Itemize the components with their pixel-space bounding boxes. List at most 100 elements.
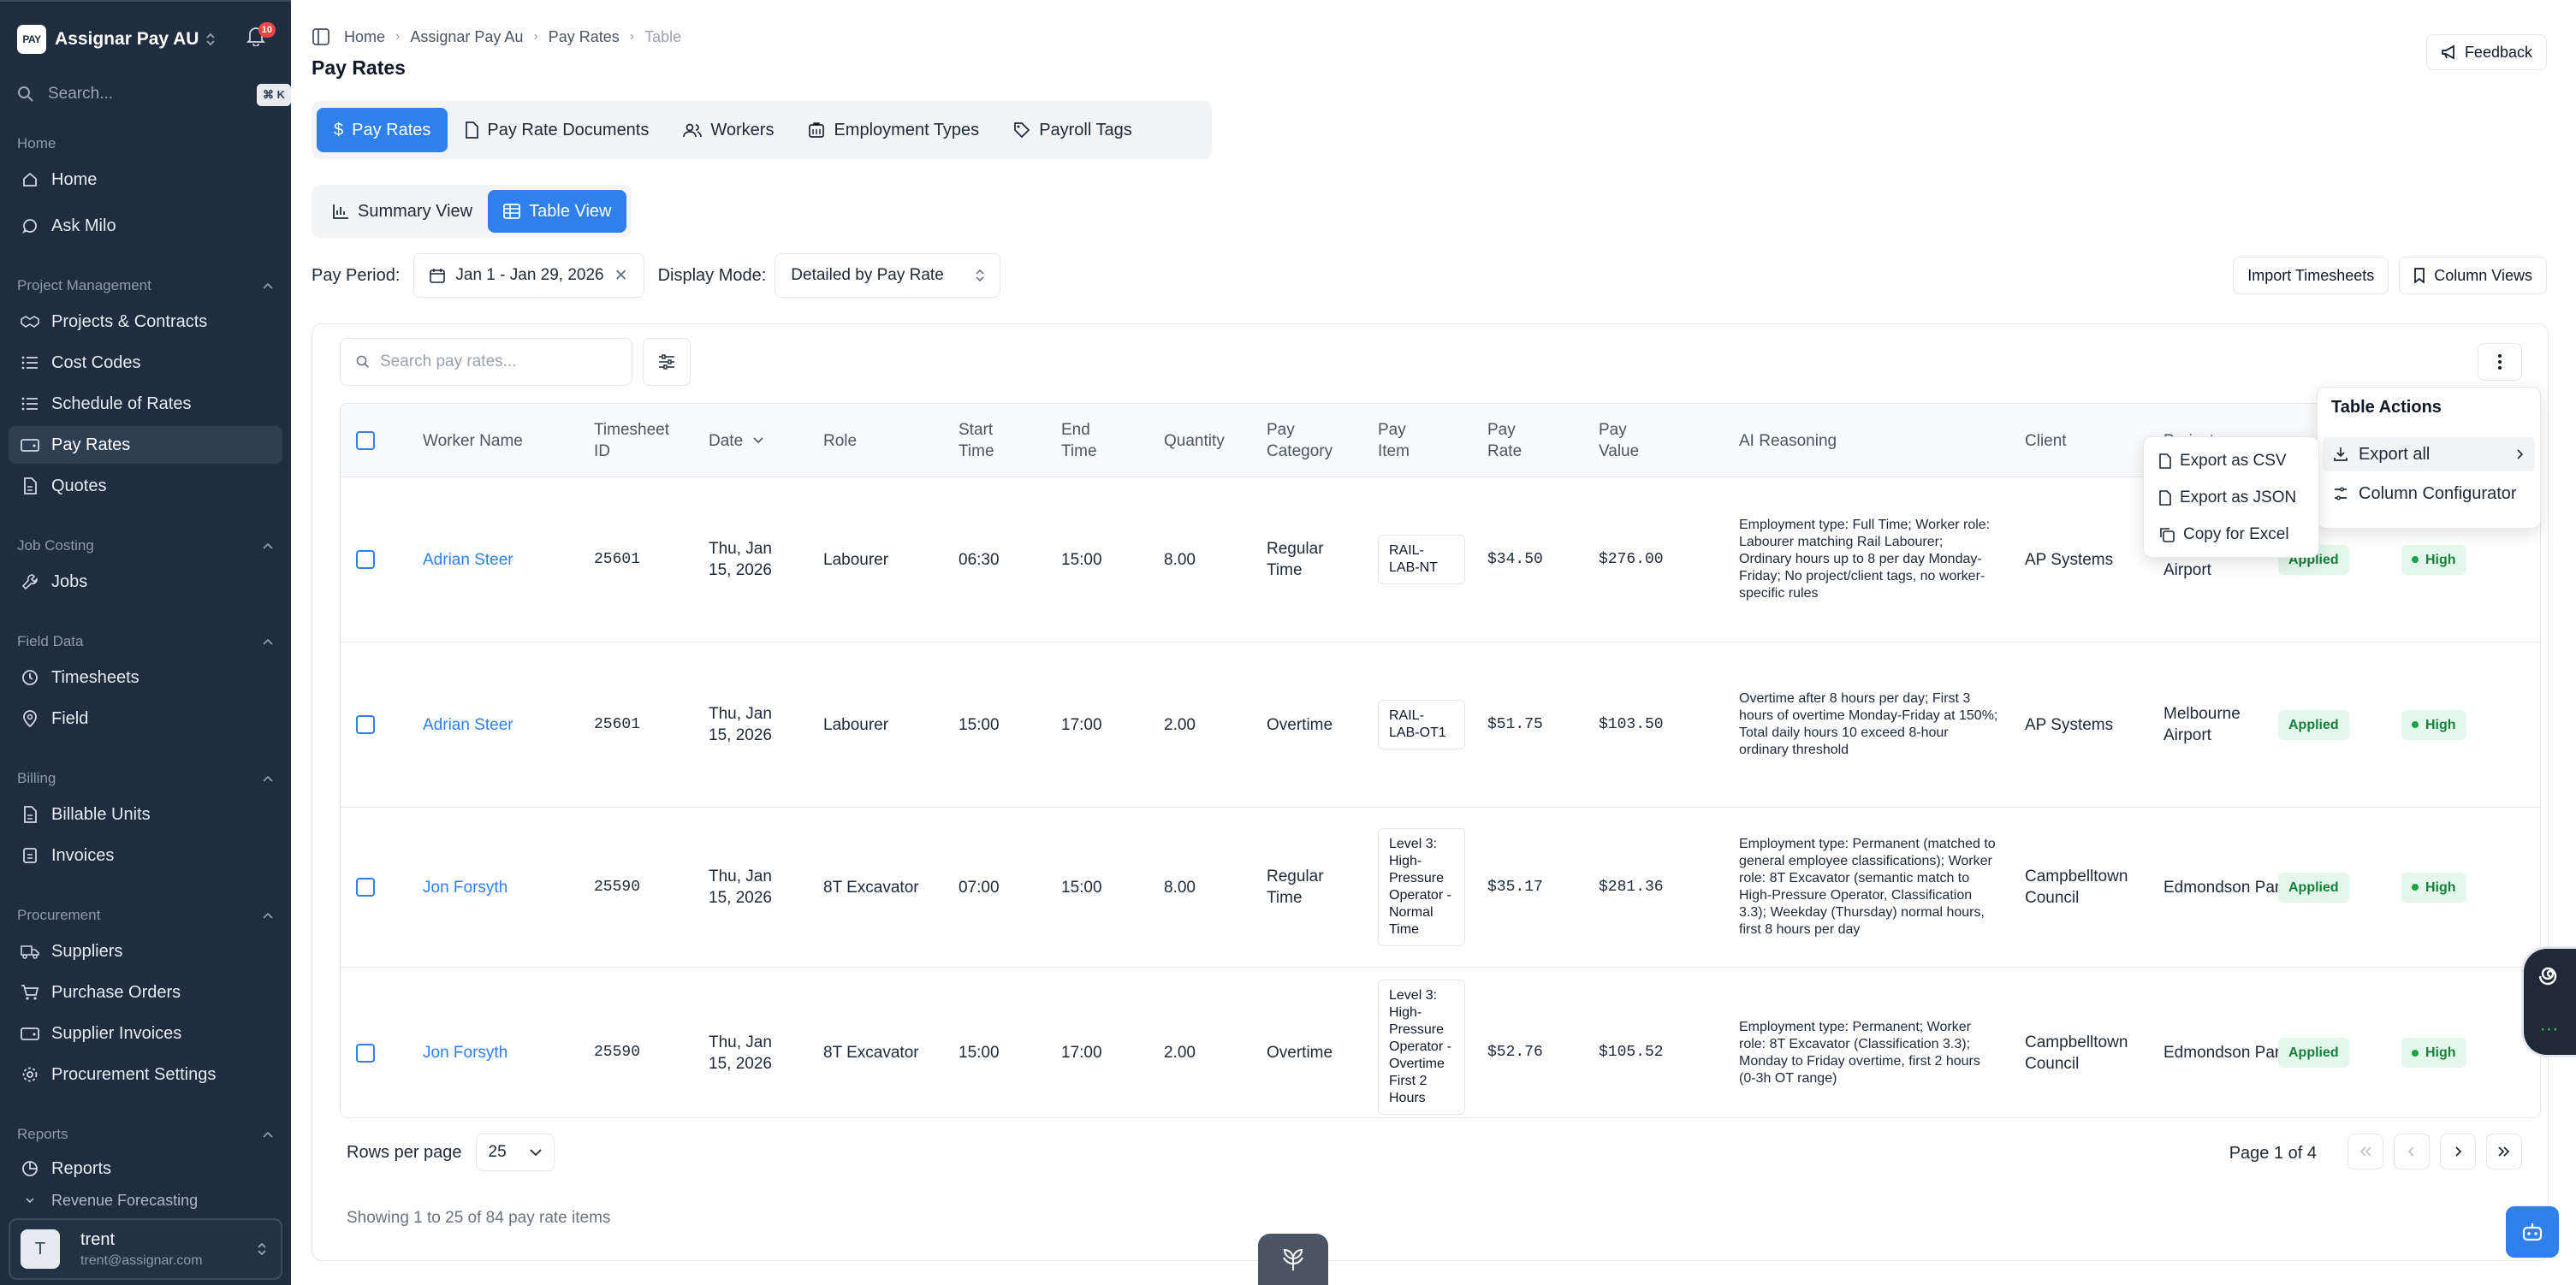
pay-period-picker[interactable]: Jan 1 - Jan 29, 2026 ✕	[413, 253, 644, 298]
sidebar-item-supplier-invoices[interactable]: Supplier Invoices	[9, 1015, 282, 1052]
display-mode-label: Display Mode:	[657, 265, 767, 285]
rows-per-page-select[interactable]: 25	[475, 1134, 555, 1171]
assistant-widget[interactable]: ⋯	[2521, 946, 2576, 1057]
breadcrumb-pay-rates[interactable]: Pay Rates	[548, 27, 620, 45]
worker-name-link[interactable]: Adrian Steer	[423, 550, 513, 569]
sidebar-toggle-icon[interactable]	[312, 27, 330, 46]
role: Labourer	[823, 550, 889, 569]
table-search-input[interactable]: Search pay rates...	[340, 338, 632, 386]
chevron-updown-icon	[205, 33, 216, 46]
col-end-time[interactable]: End Time	[1061, 421, 1097, 460]
col-start-time[interactable]: Start Time	[959, 421, 994, 460]
col-client[interactable]: Client	[2025, 431, 2067, 450]
col-worker-name[interactable]: Worker Name	[423, 431, 523, 450]
section-project-management[interactable]: Project Management	[17, 277, 274, 294]
sidebar-item-field[interactable]: Field	[9, 700, 282, 737]
sidebar-item-pay-rates[interactable]: Pay Rates	[9, 426, 282, 464]
clear-icon[interactable]: ✕	[614, 266, 628, 285]
tab-payroll-tags[interactable]: Payroll Tags	[996, 108, 1149, 152]
chevron-up-icon	[262, 911, 274, 920]
col-ai-reasoning[interactable]: AI Reasoning	[1739, 431, 1837, 450]
sidebar-item-schedule-of-rates[interactable]: Schedule of Rates	[9, 385, 282, 423]
pay-item: RAIL-LAB-OT1	[1378, 642, 1465, 807]
sidebar-item-cost-codes[interactable]: Cost Codes	[9, 344, 282, 382]
sidebar-item-ask-milo[interactable]: Ask Milo	[9, 207, 282, 245]
worker-name-link[interactable]: Adrian Steer	[423, 715, 513, 734]
prev-page-button[interactable]	[2394, 1134, 2430, 1170]
pay-category: Overtime	[1267, 1044, 1333, 1062]
worker-name-link[interactable]: Jon Forsyth	[423, 878, 508, 897]
table-row[interactable]: Jon Forsyth 25590 Thu, Jan 15, 2026 8T E…	[341, 808, 2540, 968]
last-page-button[interactable]	[2486, 1134, 2522, 1170]
table-row[interactable]: Adrian Steer 25601 Thu, Jan 15, 2026 Lab…	[341, 642, 2540, 808]
user-menu[interactable]: T trent trent@assignar.com	[9, 1218, 282, 1280]
gear-icon	[21, 1065, 39, 1084]
worker-name-link[interactable]: Jon Forsyth	[423, 1044, 508, 1062]
copy-excel-menu-item[interactable]: Copy for Excel	[2149, 518, 2313, 552]
pay-rates-table-card: Search pay rates... Worker Name Timeshee…	[312, 323, 2549, 1261]
column-views-button[interactable]: Column Views	[2399, 257, 2547, 294]
select-all-checkbox[interactable]	[356, 404, 375, 477]
sidebar-item-home[interactable]: Home	[9, 161, 282, 198]
sidebar-item-reports[interactable]: Reports	[9, 1150, 282, 1187]
col-timesheet-id[interactable]: Timesheet ID	[594, 421, 669, 460]
workspace-switcher[interactable]: PAY Assignar Pay AU 10	[17, 22, 276, 55]
ai-reasoning: Employment type: Permanent; Worker role:…	[1739, 1019, 1980, 1086]
sidebar-item-jobs[interactable]: Jobs	[9, 563, 282, 601]
notifications-button[interactable]: 10	[246, 22, 276, 50]
export-json-menu-item[interactable]: Export as JSON	[2149, 481, 2313, 515]
col-quantity[interactable]: Quantity	[1164, 431, 1225, 450]
table-actions-button[interactable]	[2478, 343, 2522, 381]
breadcrumb-workspace[interactable]: Assignar Pay Au	[410, 27, 524, 45]
section-reports[interactable]: Reports	[17, 1126, 274, 1143]
tab-pay-rate-documents[interactable]: Pay Rate Documents	[448, 108, 666, 152]
col-pay-category[interactable]: Pay Category	[1267, 421, 1333, 460]
section-job-costing[interactable]: Job Costing	[17, 537, 274, 554]
feedback-button[interactable]: Feedback	[2425, 34, 2547, 70]
section-field-data[interactable]: Field Data	[17, 633, 274, 650]
row-checkbox[interactable]	[356, 642, 375, 807]
ai-reasoning: Employment type: Full Time; Worker role:…	[1739, 518, 1991, 601]
col-pay-item[interactable]: Pay Item	[1378, 421, 1410, 460]
table-row[interactable]: Jon Forsyth 25590 Thu, Jan 15, 2026 8T E…	[341, 968, 2540, 1117]
row-checkbox[interactable]	[356, 968, 375, 1117]
chat-bot-button[interactable]	[2506, 1206, 2559, 1258]
first-page-button[interactable]	[2347, 1134, 2383, 1170]
sidebar-item-revenue-forecasting[interactable]: Revenue Forecasting	[9, 1187, 282, 1213]
sidebar-item-procurement-settings[interactable]: Procurement Settings	[9, 1056, 282, 1093]
export-csv-menu-item[interactable]: Export as CSV	[2149, 444, 2313, 478]
next-page-button[interactable]	[2440, 1134, 2476, 1170]
table-view-button[interactable]: Table View	[488, 190, 627, 233]
import-timesheets-button[interactable]: Import Timesheets	[2233, 257, 2389, 294]
timesheet-id: 25601	[594, 550, 641, 568]
col-pay-rate[interactable]: Pay Rate	[1487, 421, 1522, 460]
column-configurator-menu-item[interactable]: Column Configurator	[2323, 477, 2535, 511]
tab-pay-rates[interactable]: $ Pay Rates	[317, 108, 448, 152]
bottom-logo-tab[interactable]	[1258, 1234, 1328, 1285]
summary-view-button[interactable]: Summary View	[317, 190, 488, 233]
tab-employment-types[interactable]: Employment Types	[791, 108, 996, 152]
sidebar-item-timesheets[interactable]: Timesheets	[9, 659, 282, 696]
timesheet-id: 25601	[594, 715, 641, 733]
sidebar-item-invoices[interactable]: Invoices	[9, 837, 282, 874]
button-label: Column Views	[2434, 266, 2532, 284]
sidebar-item-purchase-orders[interactable]: Purchase Orders	[9, 974, 282, 1011]
filter-settings-button[interactable]	[643, 338, 691, 386]
sidebar-item-quotes[interactable]: Quotes	[9, 467, 282, 505]
col-date[interactable]: Date	[709, 404, 811, 477]
client: AP Systems	[2025, 550, 2114, 569]
row-checkbox[interactable]	[356, 477, 375, 642]
col-pay-value[interactable]: Pay Value	[1599, 421, 1640, 460]
col-role[interactable]: Role	[823, 431, 858, 450]
display-mode-select[interactable]: Detailed by Pay Rate	[775, 253, 1001, 298]
section-billing[interactable]: Billing	[17, 770, 274, 787]
breadcrumb-home[interactable]: Home	[344, 27, 386, 45]
sidebar-item-suppliers[interactable]: Suppliers	[9, 933, 282, 970]
sidebar-item-projects[interactable]: Projects & Contracts	[9, 303, 282, 340]
tab-workers[interactable]: Workers	[666, 108, 791, 152]
sidebar-search[interactable]: Search... ⌘ K	[17, 79, 291, 110]
row-checkbox[interactable]	[356, 808, 375, 967]
section-procurement[interactable]: Procurement	[17, 907, 274, 924]
export-all-menu-item[interactable]: Export all	[2323, 437, 2535, 471]
sidebar-item-billable-units[interactable]: Billable Units	[9, 796, 282, 833]
